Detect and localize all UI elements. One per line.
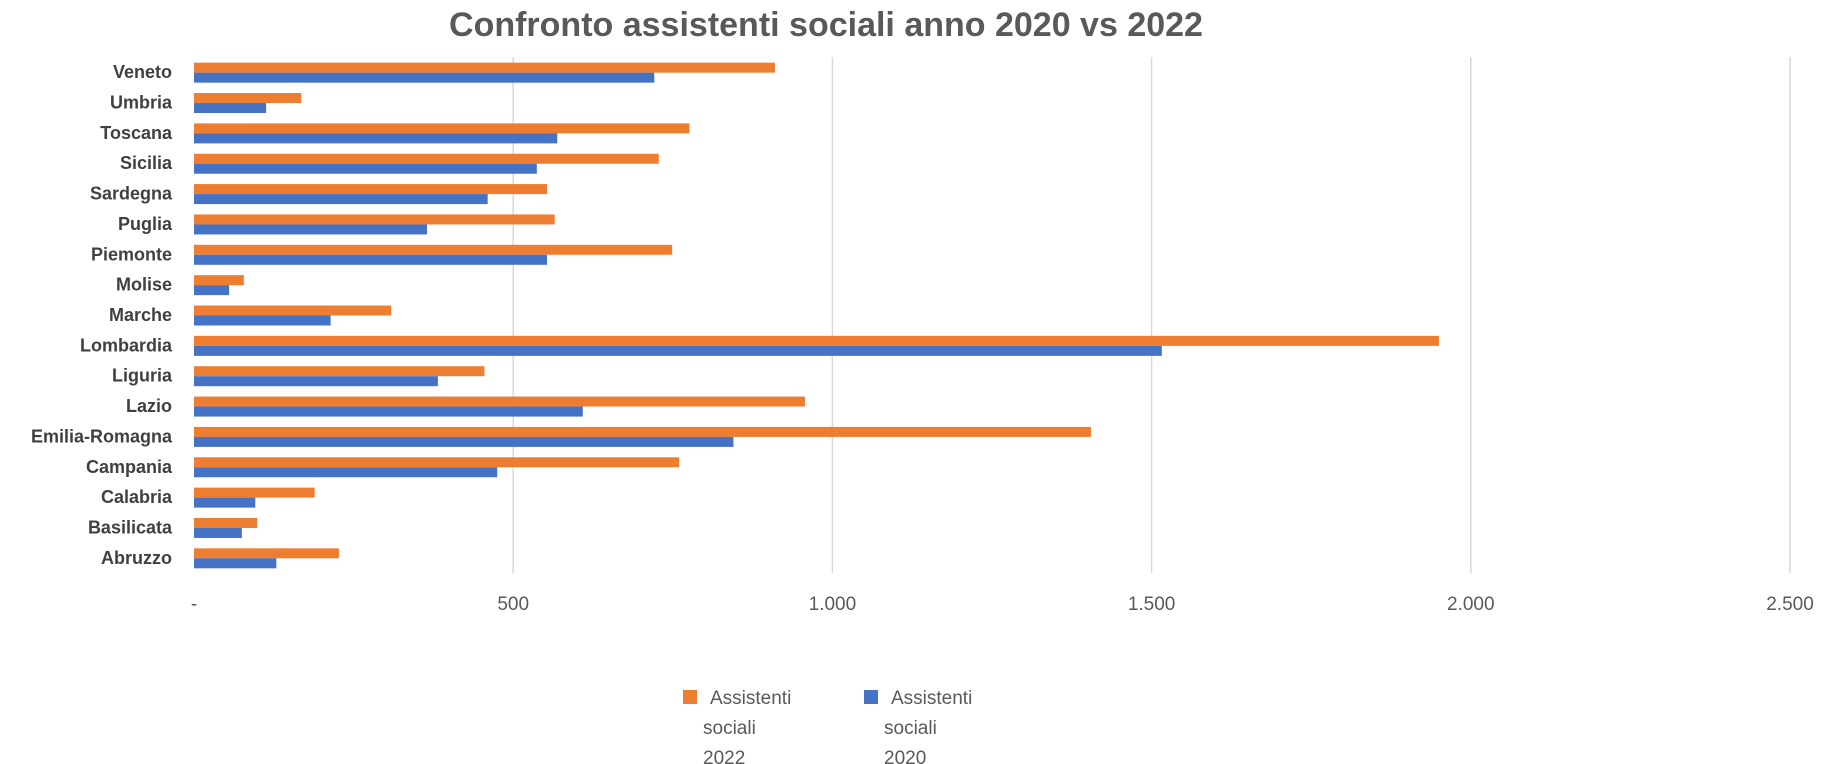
bar <box>194 194 488 205</box>
category-label: Sardegna <box>90 184 173 204</box>
legend-swatch <box>683 690 697 704</box>
bar <box>194 62 775 73</box>
category-label: Basilicata <box>88 517 173 537</box>
category-labels: Veneto Umbria Toscana Sicilia Sardegna Puglia… <box>31 62 173 568</box>
bars <box>194 62 1439 569</box>
category-label: Umbria <box>110 93 173 113</box>
bar <box>194 305 392 316</box>
legend-label: sociali <box>884 718 937 739</box>
bar <box>194 285 230 296</box>
x-tick-label: - <box>191 594 197 615</box>
bar <box>194 548 339 559</box>
bar <box>194 123 690 134</box>
x-tick-label: 1.000 <box>809 594 857 615</box>
bar <box>194 366 485 377</box>
bar <box>194 254 548 265</box>
chart-title: Confronto assistenti sociali anno 2020 v… <box>449 6 1203 44</box>
category-label: Emilia-Romagna <box>31 426 173 446</box>
bar <box>194 93 302 104</box>
legend-label: Assistenti <box>891 688 972 709</box>
x-tick-label: 1.500 <box>1128 594 1176 615</box>
bar <box>194 426 1091 437</box>
category-label: Liguria <box>112 366 173 386</box>
x-tick-label: 2.000 <box>1447 594 1495 615</box>
bar <box>194 558 277 569</box>
bar <box>194 153 659 164</box>
bar <box>194 275 244 286</box>
category-label: Calabria <box>101 487 173 507</box>
legend-label: sociali <box>703 718 756 739</box>
x-tick-label: 2.500 <box>1766 594 1814 615</box>
category-label: Campania <box>86 457 173 477</box>
bar <box>194 517 258 528</box>
category-label: Sicilia <box>120 153 173 173</box>
bar <box>194 527 242 538</box>
legend-label: Assistenti <box>710 688 791 709</box>
bar <box>194 72 655 83</box>
category-label: Toscana <box>100 123 173 143</box>
bar <box>194 467 498 478</box>
bar <box>194 396 805 407</box>
legend: Assistenti sociali 2022 Assistenti sociali 20… <box>683 688 972 764</box>
category-label: Molise <box>116 275 172 295</box>
bar <box>194 163 537 174</box>
x-axis-tick-labels: - 500 1.000 1.500 2.000 2.500 <box>191 594 1814 615</box>
bar <box>194 214 555 225</box>
bar <box>194 244 673 255</box>
legend-label: 2020 <box>884 748 926 764</box>
category-label: Piemonte <box>91 244 172 264</box>
bar <box>194 457 680 468</box>
category-label: Puglia <box>118 214 173 234</box>
bar <box>194 487 315 498</box>
x-tick-label: 500 <box>497 594 529 615</box>
category-label: Abruzzo <box>101 548 172 568</box>
bar <box>194 406 583 417</box>
bar <box>194 224 428 235</box>
category-label: Lombardia <box>80 335 173 355</box>
bar <box>194 335 1439 346</box>
bar <box>194 133 558 144</box>
legend-label: 2022 <box>703 748 745 764</box>
bar <box>194 497 256 508</box>
bar <box>194 103 267 114</box>
legend-swatch <box>864 690 878 704</box>
category-label: Veneto <box>113 62 172 82</box>
bar <box>194 376 438 387</box>
category-label: Marche <box>109 305 172 325</box>
bar <box>194 436 734 447</box>
bar <box>194 315 331 326</box>
bar <box>194 184 548 195</box>
gridlines <box>512 57 1791 573</box>
bar <box>194 345 1162 356</box>
category-label: Lazio <box>126 396 172 416</box>
